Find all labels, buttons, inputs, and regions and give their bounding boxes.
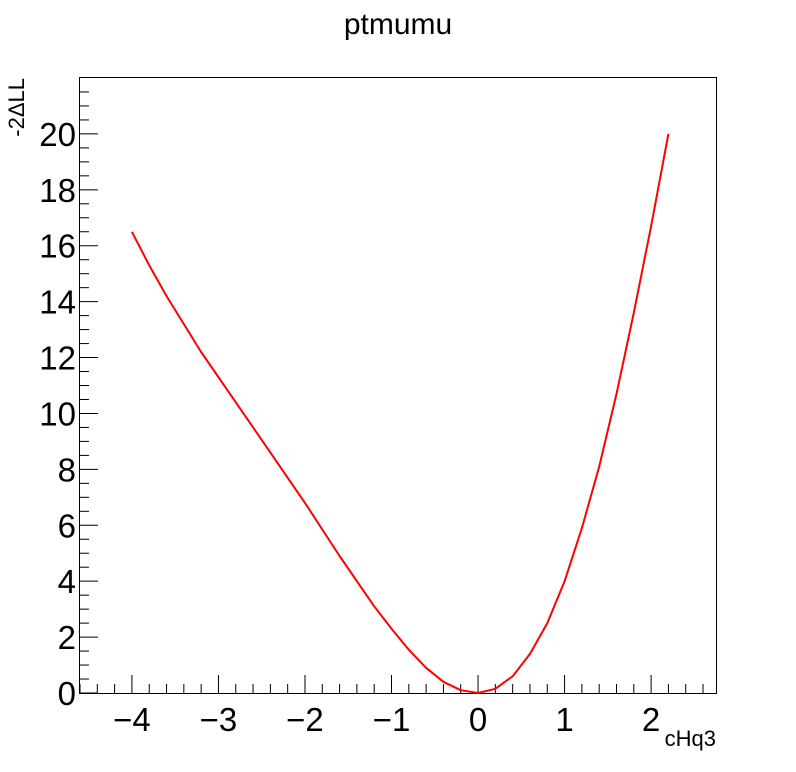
series-layer [131, 133, 670, 694]
y-tick-label: 4 [58, 563, 76, 600]
series-line [131, 133, 670, 694]
y-tick-label: 12 [39, 340, 76, 377]
y-tick-label: 6 [58, 507, 76, 544]
x-tick-label: −1 [373, 701, 411, 738]
y-tick-label: 2 [58, 619, 76, 656]
y-tick-label: 20 [39, 116, 76, 153]
x-axis-ticks [79, 675, 704, 693]
y-tick-label: 10 [39, 395, 76, 432]
y-axis-label: -2ΔLL [4, 78, 29, 137]
y-tick-label: 8 [58, 451, 76, 488]
chart-title: ptmumu [344, 8, 452, 41]
x-tick-label: 0 [469, 701, 487, 738]
y-tick-labels: 0 2 4 6 8 10 12 14 16 18 20 [39, 116, 76, 712]
x-tick-labels: −4 −3 −2 −1 0 1 2 [113, 701, 660, 738]
x-tick-label: 1 [555, 701, 573, 738]
x-tick-label: −3 [200, 701, 238, 738]
y-tick-label: 18 [39, 172, 76, 209]
y-tick-label: 14 [39, 284, 76, 321]
x-tick-label: 2 [642, 701, 660, 738]
x-tick-label: −2 [286, 701, 324, 738]
y-tick-label: 16 [39, 228, 76, 265]
x-axis-label: cHq3 [665, 726, 716, 751]
y-axis-ticks [80, 91, 98, 694]
plot-frame [79, 77, 717, 694]
x-tick-label: −4 [113, 701, 151, 738]
y-tick-label: 0 [58, 675, 76, 712]
